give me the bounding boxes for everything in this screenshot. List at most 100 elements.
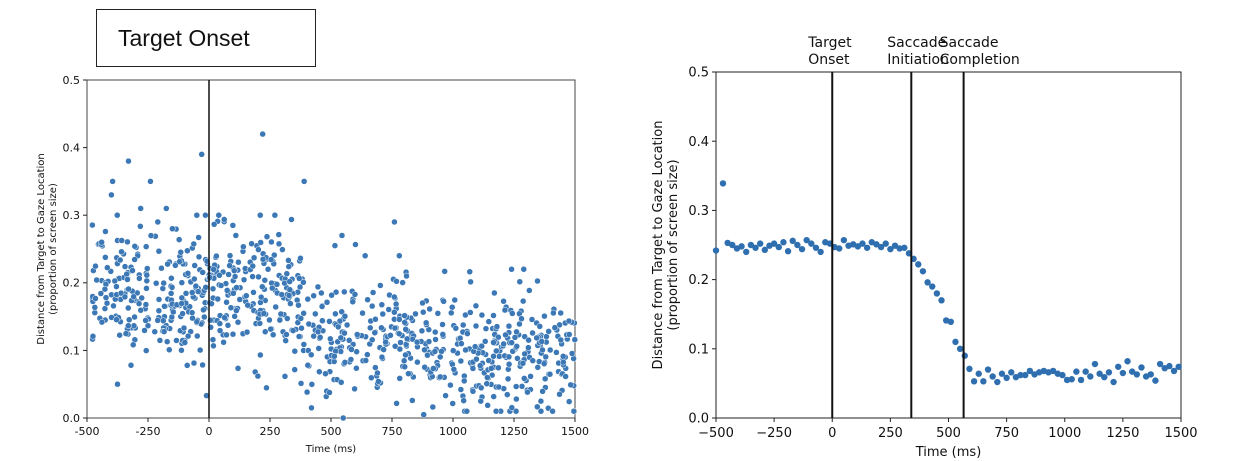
data-point [223,287,231,294]
data-point [464,330,471,337]
data-point [440,298,447,305]
data-point [399,279,406,286]
data-point [98,318,106,326]
data-point [351,385,358,393]
data-point [419,299,426,307]
x-tick-label: 0 [828,426,836,441]
data-point [372,316,379,323]
data-point [125,316,133,324]
data-point [110,302,117,310]
data-point [233,284,240,291]
data-point [283,270,291,277]
data-point [426,305,433,313]
data-point [514,355,521,362]
data-point [240,243,247,251]
data-point [780,239,787,246]
data-point [193,318,201,325]
data-point [160,317,167,324]
data-point [374,369,381,377]
data-point [136,275,143,282]
data-point [557,309,564,317]
data-point [929,283,936,290]
data-point [956,345,964,352]
data-point [266,316,273,324]
data-point [469,365,477,372]
data-point [798,245,806,253]
data-point [230,290,237,297]
data-point [130,293,137,300]
data-point [188,309,196,316]
event-annotation-label: Saccade [940,35,999,51]
data-point [546,346,554,354]
data-point [933,290,941,297]
data-point [1119,369,1127,377]
data-point [476,362,484,369]
data-point [163,338,171,345]
data-point [273,281,281,288]
data-point [493,347,500,355]
data-point [314,328,322,336]
data-point [391,218,398,226]
data-point [490,312,497,319]
data-point [1068,376,1075,383]
data-point [322,370,329,377]
data-point [775,243,782,251]
data-point [567,381,574,389]
data-point [1017,371,1024,379]
data-point [297,315,305,322]
data-point [181,339,189,346]
data-point [508,339,515,346]
data-point [147,178,154,185]
data-point [233,307,240,314]
data-point [281,373,289,380]
data-point [891,242,899,249]
data-point [154,317,161,324]
data-point [418,327,426,335]
data-point [396,375,403,382]
data-point [378,301,386,308]
data-point [375,378,382,385]
data-point [268,238,275,246]
data-point [412,310,419,318]
data-point [448,309,455,317]
data-point [512,383,520,390]
data-point [457,386,465,393]
data-point [396,316,403,323]
data-point [1022,371,1029,379]
data-point [92,262,99,270]
data-point [525,336,532,344]
data-point [436,373,444,381]
data-point [402,326,409,333]
data-point [131,256,138,263]
data-point [257,293,265,301]
data-point [109,178,116,185]
data-point [513,328,520,336]
data-point [467,309,474,316]
data-point [220,339,227,346]
data-point [448,304,456,311]
data-point [534,277,541,285]
data-point [924,279,931,286]
data-point [485,357,492,364]
data-point [505,353,513,361]
data-point [538,338,545,345]
x-axis-label: Time (ms) [305,444,357,455]
data-point [401,312,408,319]
data-point [277,310,285,318]
data-point [519,297,527,305]
data-point [483,380,490,387]
data-point [938,297,945,304]
data-point [169,225,176,232]
data-point [176,258,183,265]
data-point [170,308,177,316]
data-point [526,287,533,294]
data-point [551,324,559,331]
data-point [1124,358,1131,365]
data-point [284,315,291,322]
data-point [1096,370,1103,377]
data-point [166,346,173,354]
data-point [812,244,820,251]
data-point [259,283,266,291]
data-point [190,359,198,367]
data-point [231,313,238,320]
